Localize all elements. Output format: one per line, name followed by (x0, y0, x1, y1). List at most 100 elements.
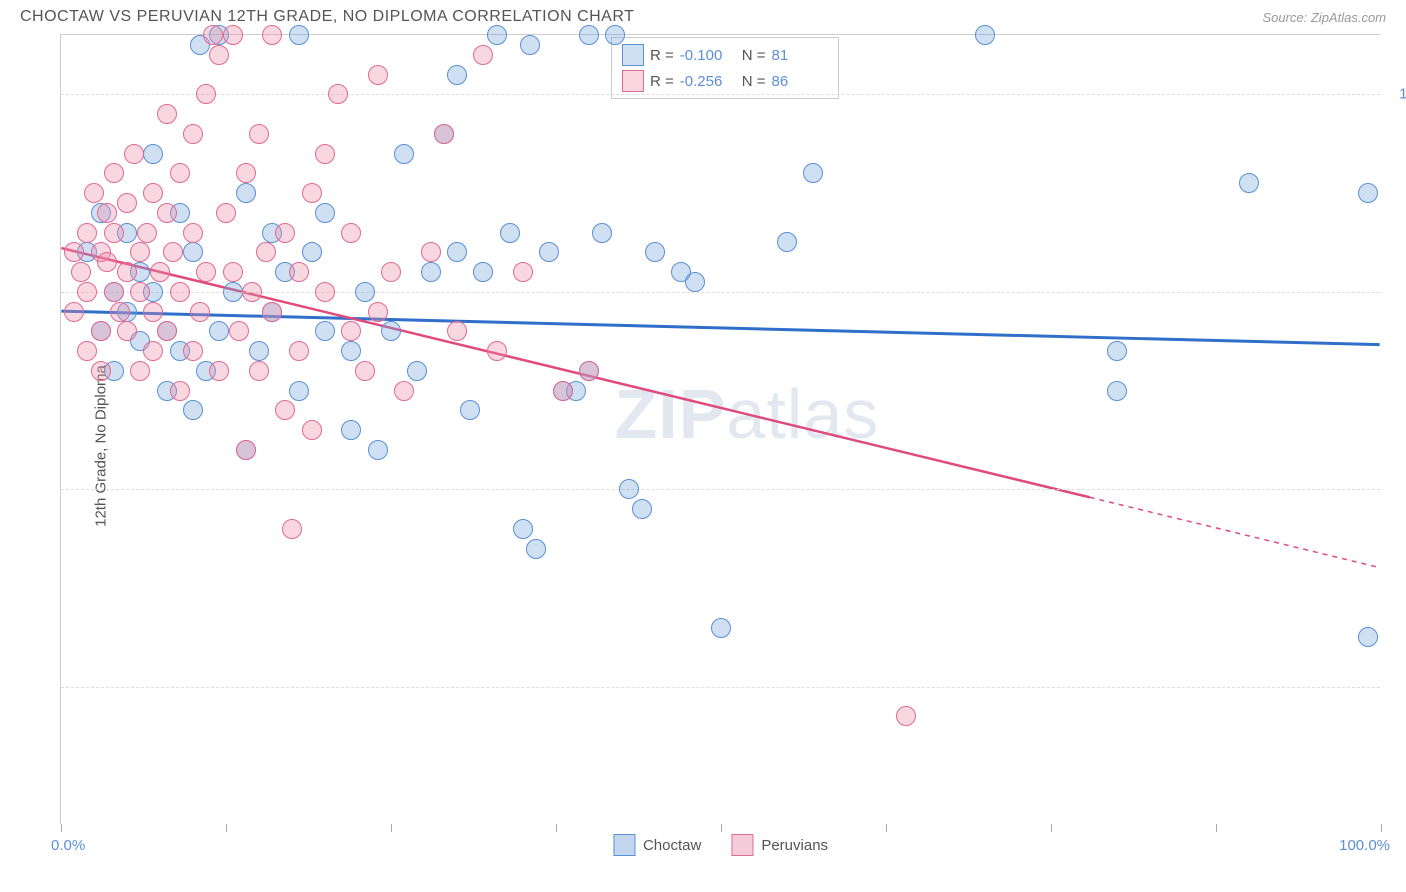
data-point (315, 321, 335, 341)
legend-swatch (622, 70, 644, 92)
legend-label: Choctaw (643, 837, 701, 854)
data-point (84, 183, 104, 203)
x-tick (1216, 824, 1217, 832)
data-point (183, 242, 203, 262)
data-point (355, 361, 375, 381)
data-point (579, 25, 599, 45)
data-point (315, 282, 335, 302)
data-point (289, 25, 309, 45)
data-point (315, 144, 335, 164)
data-point (262, 25, 282, 45)
y-tick-label: 70.0% (1390, 678, 1406, 695)
data-point (183, 124, 203, 144)
data-point (1358, 627, 1378, 647)
data-point (216, 203, 236, 223)
data-point (1107, 341, 1127, 361)
data-point (91, 321, 111, 341)
n-value: 86 (772, 73, 828, 90)
data-point (130, 361, 150, 381)
legend-label: Peruvians (761, 837, 828, 854)
data-point (328, 84, 348, 104)
legend-swatch (613, 834, 635, 856)
data-point (71, 262, 91, 282)
data-point (1358, 183, 1378, 203)
data-point (381, 321, 401, 341)
data-point (421, 242, 441, 262)
data-point (130, 242, 150, 262)
data-point (110, 302, 130, 322)
data-point (381, 262, 401, 282)
data-point (262, 302, 282, 322)
data-point (275, 223, 295, 243)
r-label: R = (650, 47, 674, 64)
data-point (209, 45, 229, 65)
data-point (447, 65, 467, 85)
data-point (249, 124, 269, 144)
data-point (196, 262, 216, 282)
data-point (803, 163, 823, 183)
data-point (190, 302, 210, 322)
data-point (685, 272, 705, 292)
stats-legend-row: R =-0.256N =86 (622, 68, 828, 94)
data-point (487, 25, 507, 45)
r-value: -0.100 (680, 47, 736, 64)
x-tick (1381, 824, 1382, 832)
n-value: 81 (772, 47, 828, 64)
data-point (130, 282, 150, 302)
watermark: ZIPatlas (614, 374, 879, 454)
data-point (249, 341, 269, 361)
data-point (242, 282, 262, 302)
data-point (487, 341, 507, 361)
trend-lines (61, 35, 1380, 824)
data-point (605, 25, 625, 45)
data-point (421, 262, 441, 282)
data-point (256, 242, 276, 262)
data-point (236, 183, 256, 203)
data-point (592, 223, 612, 243)
data-point (500, 223, 520, 243)
data-point (223, 282, 243, 302)
r-label: R = (650, 73, 674, 90)
legend-swatch (731, 834, 753, 856)
data-point (236, 163, 256, 183)
x-axis-min-label: 0.0% (51, 837, 85, 854)
data-point (368, 440, 388, 460)
x-tick (61, 824, 62, 832)
data-point (302, 183, 322, 203)
data-point (282, 519, 302, 539)
data-point (77, 341, 97, 361)
legend-item: Choctaw (613, 834, 701, 856)
data-point (170, 381, 190, 401)
data-point (117, 193, 137, 213)
legend-swatch (622, 44, 644, 66)
data-point (163, 242, 183, 262)
data-point (645, 242, 665, 262)
data-point (124, 144, 144, 164)
data-point (157, 321, 177, 341)
chart-title: CHOCTAW VS PERUVIAN 12TH GRADE, NO DIPLO… (20, 8, 634, 26)
data-point (275, 400, 295, 420)
data-point (223, 25, 243, 45)
data-point (183, 223, 203, 243)
data-point (183, 341, 203, 361)
data-point (315, 203, 335, 223)
source-credit: Source: ZipAtlas.com (1262, 10, 1386, 25)
x-tick (886, 824, 887, 832)
x-axis-max-label: 100.0% (1339, 837, 1390, 854)
data-point (249, 361, 269, 381)
data-point (711, 618, 731, 638)
data-point (355, 282, 375, 302)
data-point (289, 341, 309, 361)
y-tick-label: 100.0% (1390, 86, 1406, 103)
data-point (539, 242, 559, 262)
data-point (341, 223, 361, 243)
data-point (236, 440, 256, 460)
data-point (520, 35, 540, 55)
gridline (61, 687, 1380, 688)
data-point (368, 65, 388, 85)
data-point (289, 262, 309, 282)
data-point (526, 539, 546, 559)
data-point (150, 262, 170, 282)
data-point (170, 282, 190, 302)
data-point (407, 361, 427, 381)
